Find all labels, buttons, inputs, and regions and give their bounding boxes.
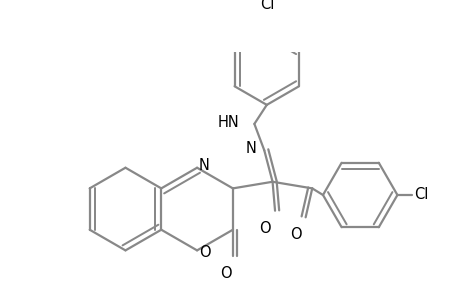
Text: N: N	[245, 141, 256, 156]
Text: O: O	[199, 244, 211, 260]
Text: HN: HN	[217, 115, 239, 130]
Text: Cl: Cl	[260, 0, 274, 12]
Text: O: O	[289, 227, 301, 242]
Text: N: N	[198, 158, 209, 173]
Text: O: O	[220, 266, 232, 281]
Text: Cl: Cl	[413, 188, 427, 202]
Text: O: O	[259, 220, 270, 236]
